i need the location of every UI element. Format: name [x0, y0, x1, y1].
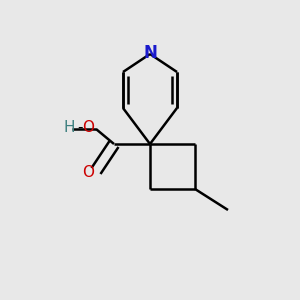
Text: N: N: [143, 44, 157, 62]
Text: O: O: [82, 120, 94, 135]
Text: H: H: [63, 120, 75, 135]
Text: -: -: [77, 120, 82, 135]
Text: O: O: [82, 165, 94, 180]
